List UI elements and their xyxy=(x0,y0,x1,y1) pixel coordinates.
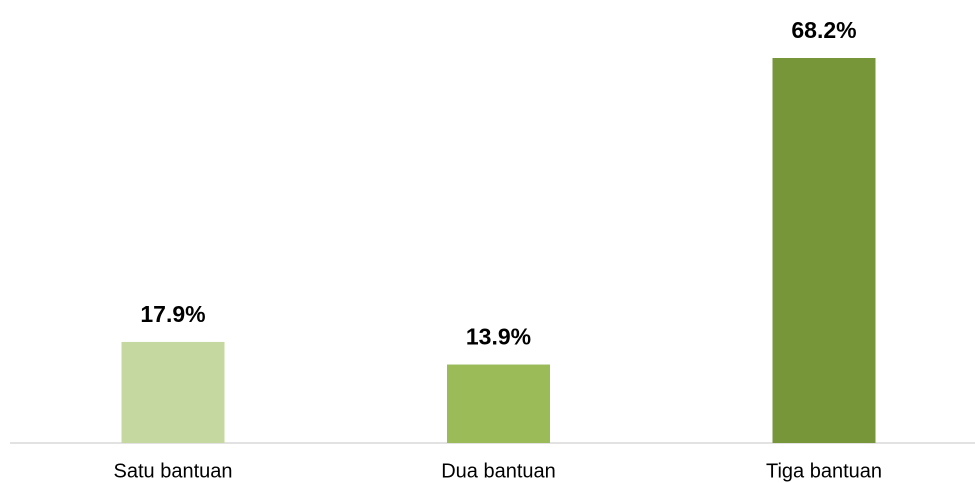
x-tick-label: Dua bantuan xyxy=(441,460,556,482)
bar xyxy=(447,364,550,443)
x-tick-label: Satu bantuan xyxy=(114,460,233,482)
bar xyxy=(121,341,225,443)
value-label: 68.2% xyxy=(791,17,856,43)
value-label: 17.9% xyxy=(140,301,205,327)
bar xyxy=(772,58,876,443)
x-tick-label: Tiga bantuan xyxy=(766,460,882,482)
value-label: 13.9% xyxy=(466,324,531,350)
